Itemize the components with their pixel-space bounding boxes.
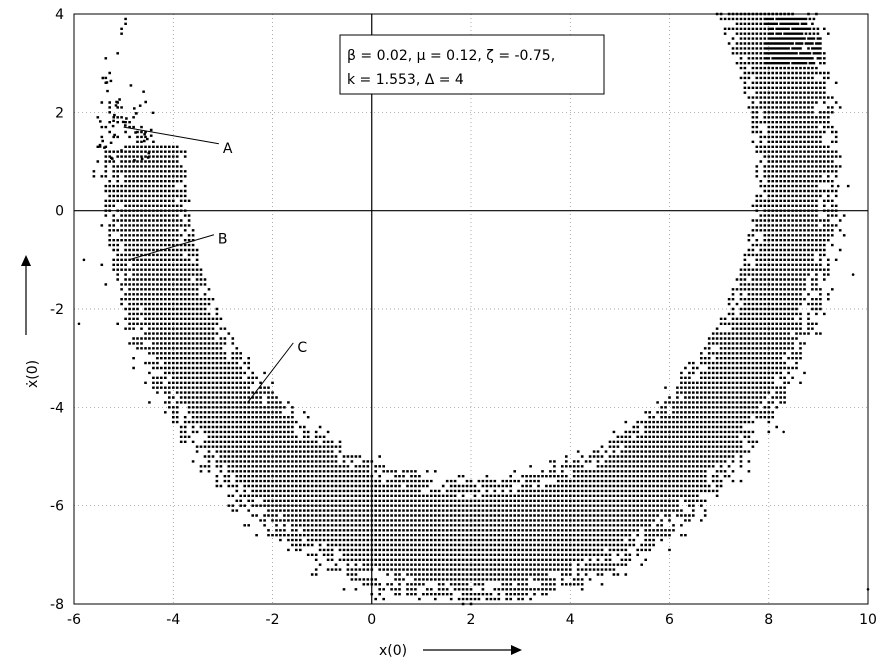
outlier-point-4 (82, 258, 86, 262)
zero-axes (74, 14, 868, 604)
annotation-label-b: B (218, 232, 228, 248)
y-tick-label-3: -2 (50, 302, 64, 318)
y-tick-label-0: -8 (50, 597, 64, 613)
y-tick-label-1: -6 (50, 499, 64, 515)
parameter-line-2: k = 1.553, Δ = 4 (347, 72, 464, 88)
x-tick-label-2: -2 (266, 612, 280, 628)
x-tick-label-3: 0 (367, 612, 376, 628)
outlier-point-0 (836, 184, 840, 188)
y-axis-label: ẋ(0) (25, 360, 41, 388)
y-axis-label-group: ẋ(0) (21, 255, 41, 388)
x-tick-label-7: 8 (764, 612, 773, 628)
x-axis-label-group: x(0) (379, 643, 522, 659)
outlier-point-5 (77, 322, 81, 326)
outlier-point-1 (851, 273, 855, 276)
grid-lines (74, 14, 868, 604)
x-tick-label-6: 6 (665, 612, 674, 628)
annotation-label-a: A (223, 141, 233, 157)
annotation-label-c: C (297, 340, 307, 356)
y-tick-label-2: -4 (50, 400, 64, 416)
x-tick-label-5: 4 (566, 612, 575, 628)
annotation-leader-c (247, 342, 294, 403)
y-tick-label-4: 0 (55, 204, 64, 220)
annotation-leader-b (128, 234, 215, 261)
x-tick-label-1: -4 (166, 612, 180, 628)
outlier-point-2 (782, 430, 785, 434)
y-tick-label-6: 4 (55, 7, 64, 23)
y-axis-arrow-head (21, 255, 31, 266)
x-tick-label-4: 2 (467, 612, 476, 628)
parameter-box: β = 0.02, μ = 0.12, ζ = -0.75, k = 1.553… (339, 34, 605, 95)
annotation-leader-a (123, 126, 219, 145)
plot-frame (73, 13, 869, 605)
x-tick-label-8: 10 (859, 612, 877, 628)
parameter-box-frame (339, 34, 605, 95)
annotations: A B C (123, 126, 307, 403)
x-tick-label-0: -6 (67, 612, 81, 628)
x-axis-label: x(0) (379, 643, 407, 659)
parameter-line-1: β = 0.02, μ = 0.12, ζ = -0.75, (347, 48, 555, 64)
x-axis-arrow-head (511, 645, 522, 655)
y-tick-label-5: 2 (55, 105, 64, 121)
